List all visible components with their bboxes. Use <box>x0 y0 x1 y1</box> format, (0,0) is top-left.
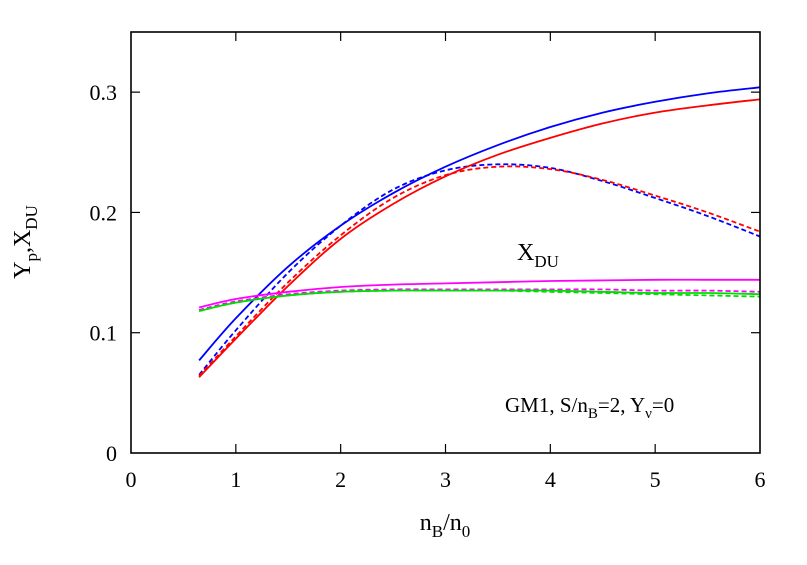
series-layer <box>198 86 761 378</box>
xdu-annotation: XDU <box>517 240 559 271</box>
series-line-1 <box>198 163 761 376</box>
plot-frame <box>130 31 761 454</box>
y-axis-ticks: 0 0.1 0.2 0.3 <box>90 80 760 466</box>
x-tick-label: 3 <box>440 467 451 492</box>
y-tick-label: 0.3 <box>90 80 118 105</box>
x-tick-label: 2 <box>335 467 346 492</box>
series-line-6 <box>198 289 761 312</box>
x-tick-label: 0 <box>126 467 137 492</box>
model-annotation: GM1, S/nB=2, Yν=0 <box>505 393 674 422</box>
x-axis-ticks: 0 1 2 3 4 5 6 <box>126 32 766 492</box>
y-tick-label: 0 <box>106 441 117 466</box>
series-line-0 <box>198 86 761 361</box>
y-tick-label: 0.2 <box>90 200 118 225</box>
x-tick-label: 4 <box>545 467 556 492</box>
series-line-4 <box>198 278 760 309</box>
x-tick-label: 6 <box>755 467 766 492</box>
series-line-2 <box>198 98 761 378</box>
y-axis-label: Yp,XDU <box>10 205 41 279</box>
series-line-7 <box>198 289 761 312</box>
x-tick-label: 5 <box>650 467 661 492</box>
series-line-5 <box>198 288 761 311</box>
x-axis-label: nB/n0 <box>420 510 471 541</box>
x-tick-label: 1 <box>230 467 241 492</box>
y-tick-label: 0.1 <box>90 321 118 346</box>
series-line-3 <box>198 165 761 377</box>
